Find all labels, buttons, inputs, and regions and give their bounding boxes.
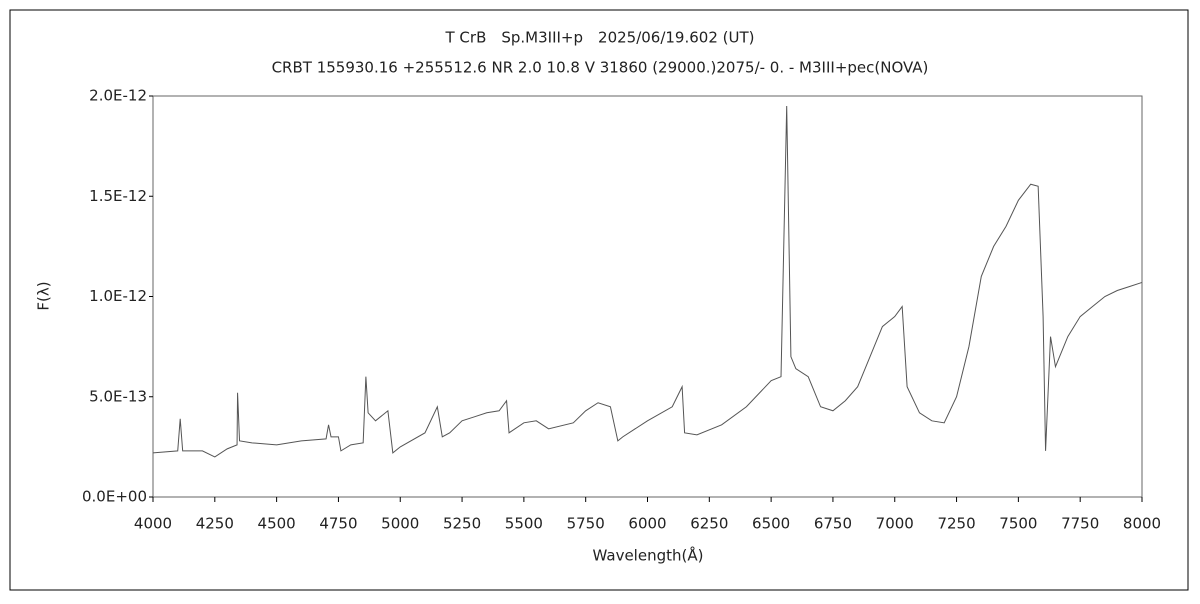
x-tick-label: 6750	[814, 515, 852, 533]
x-tick-label: 4000	[134, 515, 172, 533]
y-tick-label: 1.5E-12	[89, 187, 147, 205]
x-tick-label: 4500	[258, 515, 296, 533]
x-tick-label: 6000	[628, 515, 666, 533]
x-tick-label: 5000	[381, 515, 419, 533]
y-tick-label: 0.0E+00	[82, 488, 147, 506]
chart-frame	[9, 9, 1189, 591]
x-axis-label: Wavelength(Å)	[593, 546, 704, 565]
x-tick-label: 4250	[196, 515, 234, 533]
y-tick-label: 2.0E-12	[89, 87, 147, 105]
y-axis-label: F(λ)	[35, 281, 53, 310]
x-tick-label: 6500	[752, 515, 790, 533]
chart-title: T CrB Sp.M3III+p 2025/06/19.602 (UT)	[445, 29, 755, 47]
x-tick-label: 7250	[937, 515, 975, 533]
x-tick-label: 7500	[999, 515, 1037, 533]
chart-subtitle: CRBT 155930.16 +255512.6 NR 2.0 10.8 V 3…	[272, 59, 929, 77]
y-tick-label: 1.0E-12	[89, 287, 147, 305]
x-tick-label: 5250	[443, 515, 481, 533]
x-tick-label: 8000	[1123, 515, 1161, 533]
x-tick-label: 7750	[1061, 515, 1099, 533]
y-tick-label: 5.0E-13	[89, 387, 147, 405]
x-tick-label: 4750	[319, 515, 357, 533]
spectrum-line	[152, 106, 1143, 458]
x-tick-label: 5750	[567, 515, 605, 533]
x-tick-label: 6250	[690, 515, 728, 533]
x-tick-label: 5500	[505, 515, 543, 533]
x-tick-label: 7000	[876, 515, 914, 533]
